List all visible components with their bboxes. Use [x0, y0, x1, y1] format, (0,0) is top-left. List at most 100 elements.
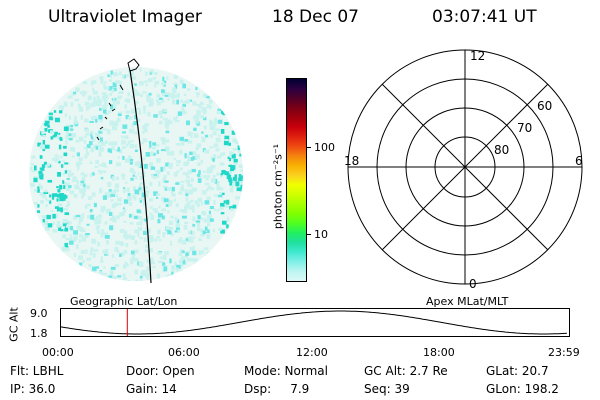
emission-pixel: [65, 204, 69, 208]
emission-pixel: [168, 163, 173, 167]
emission-pixel: [210, 165, 216, 169]
emission-pixel: [230, 166, 235, 172]
emission-pixel: [125, 243, 129, 248]
emission-pixel: [104, 235, 110, 239]
emission-pixel: [61, 247, 66, 252]
emission-pixel: [199, 115, 204, 119]
emission-pixel: [138, 163, 143, 168]
emission-pixel: [224, 204, 229, 208]
emission-pixel: [101, 92, 107, 96]
emission-pixel: [215, 148, 220, 152]
emission-pixel: [238, 164, 243, 168]
emission-pixel: [128, 202, 133, 206]
emission-pixel: [103, 128, 108, 131]
emission-pixel: [39, 185, 43, 190]
emission-pixel: [61, 164, 64, 168]
emission-pixel: [132, 89, 138, 94]
emission-pixel: [196, 109, 201, 115]
emission-pixel: [123, 220, 127, 223]
emission-pixel: [108, 79, 112, 82]
emission-pixel: [224, 122, 229, 126]
emission-pixel: [240, 169, 243, 172]
emission-pixel: [65, 134, 69, 140]
emission-pixel: [112, 217, 117, 223]
emission-pixel: [192, 156, 197, 160]
emission-pixel: [98, 218, 102, 224]
emission-pixel: [233, 162, 238, 165]
emission-pixel: [134, 229, 140, 234]
emission-pixel: [115, 80, 121, 84]
emission-pixel: [134, 240, 138, 245]
emission-pixel: [220, 153, 224, 156]
emission-pixel: [105, 86, 110, 90]
emission-pixel: [91, 238, 97, 244]
emission-pixel: [165, 130, 170, 134]
emission-pixel: [104, 252, 107, 256]
emission-pixel: [53, 131, 58, 137]
emission-pixel: [125, 110, 131, 114]
emission-pixel: [119, 81, 122, 86]
emission-pixel: [54, 206, 59, 209]
emission-pixel: [134, 83, 137, 86]
emission-pixel: [104, 221, 108, 225]
emission-pixel: [183, 93, 187, 97]
emission-pixel: [148, 98, 154, 104]
emission-pixel: [174, 216, 178, 222]
emission-pixel: [140, 272, 145, 277]
emission-pixel: [115, 176, 119, 181]
emission-pixel: [204, 182, 210, 186]
info-door: Door: Open: [126, 364, 195, 378]
emission-pixel: [165, 162, 170, 167]
emission-pixel: [192, 208, 195, 213]
emission-pixel: [162, 262, 166, 267]
emission-pixel: [127, 140, 131, 145]
emission-pixel: [123, 141, 127, 145]
emission-pixel: [72, 155, 75, 158]
emission-pixel: [49, 200, 52, 204]
emission-pixel: [111, 215, 116, 220]
emission-pixel: [177, 142, 181, 146]
emission-pixel: [98, 99, 102, 104]
emission-pixel: [192, 223, 196, 227]
emission-pixel: [216, 181, 220, 186]
emission-pixel: [149, 162, 153, 167]
emission-pixel: [187, 236, 192, 240]
emission-pixel: [63, 194, 66, 197]
emission-pixel: [63, 126, 69, 131]
emission-pixel: [235, 181, 240, 187]
emission-pixel: [112, 127, 117, 131]
emission-pixel: [55, 213, 58, 218]
emission-pixel: [171, 186, 175, 192]
emission-pixel: [87, 215, 91, 219]
emission-pixel: [156, 193, 161, 196]
emission-pixel: [105, 140, 108, 144]
emission-pixel: [212, 229, 215, 233]
emission-pixel: [206, 175, 210, 179]
emission-pixel: [232, 181, 235, 186]
emission-pixel: [123, 187, 126, 190]
emission-pixel: [184, 255, 188, 259]
emission-pixel: [122, 209, 127, 213]
emission-pixel: [191, 236, 196, 239]
emission-pixel: [115, 149, 120, 152]
emission-pixel: [117, 250, 120, 254]
colorbar-tick-10: [306, 234, 311, 235]
emission-pixel: [142, 125, 148, 130]
emission-pixel: [75, 87, 80, 93]
emission-pixel: [82, 92, 86, 97]
emission-pixel: [90, 136, 94, 140]
emission-pixel: [138, 261, 144, 267]
emission-pixel: [90, 80, 94, 86]
emission-pixel: [98, 151, 102, 157]
emission-pixel: [193, 133, 199, 138]
emission-pixel: [39, 155, 43, 159]
emission-pixel: [140, 182, 145, 185]
emission-pixel: [198, 105, 202, 109]
emission-pixel: [77, 103, 81, 108]
emission-pixel: [190, 134, 193, 138]
emission-pixel: [97, 140, 101, 144]
emission-pixel: [127, 155, 132, 159]
emission-pixel: [65, 237, 71, 241]
emission-pixel: [78, 136, 84, 142]
emission-pixel: [218, 227, 222, 231]
